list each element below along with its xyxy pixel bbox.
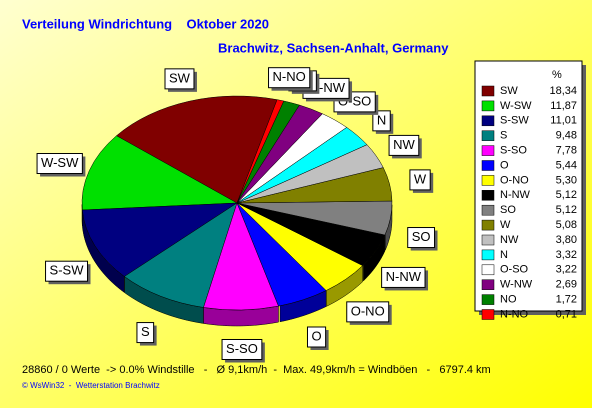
- slice-label: S-SW: [50, 263, 85, 278]
- legend-swatch: [481, 294, 495, 305]
- legend-label: SW: [500, 85, 518, 97]
- slice-label-box: [388, 134, 420, 156]
- legend-value: 9,48: [556, 130, 577, 142]
- slice-label: S: [141, 324, 150, 339]
- legend-swatch: [481, 100, 495, 112]
- slice-label-box: [164, 68, 195, 90]
- legend-label: N: [500, 249, 508, 261]
- legend-label: SO: [500, 204, 516, 216]
- legend-value: 7,78: [556, 145, 577, 157]
- legend-swatch: [481, 264, 495, 276]
- chart-title: Verteilung Windrichtung Oktober 2020: [22, 16, 269, 31]
- legend-swatch: [481, 234, 495, 246]
- slice-label-box: [136, 322, 155, 344]
- slice-label-group: O-NO: [346, 301, 392, 325]
- legend-swatch: [481, 175, 495, 186]
- slice-label-box: [268, 67, 311, 89]
- legend-value: 3,22: [556, 264, 577, 276]
- legend-label: S-SW: [500, 115, 529, 127]
- slice-label: NW: [393, 137, 415, 152]
- slice-label-group: NW: [388, 134, 422, 159]
- legend-value: 0,71: [556, 308, 577, 320]
- slice-label-box: [346, 301, 390, 323]
- slice-label-group: S-SO: [221, 338, 265, 363]
- legend-header: %: [552, 69, 562, 81]
- legend-label: O-SO: [500, 264, 529, 276]
- slice-label: N: [377, 112, 386, 127]
- slice-label-box: [407, 227, 436, 249]
- slice-label-group: S: [136, 322, 157, 346]
- legend-swatch: [481, 219, 495, 231]
- legend-value: 11,87: [550, 100, 577, 112]
- legend-label: W: [500, 219, 511, 231]
- slice-label-box: [306, 326, 327, 348]
- legend-value: 5,12: [556, 204, 577, 216]
- slice-label: W: [414, 171, 427, 186]
- slice-label: SW: [169, 70, 191, 85]
- slice-label-box: [372, 110, 391, 132]
- slice: [236, 99, 285, 204]
- slice-label-group: SW: [164, 68, 197, 92]
- slice-label-group: S-SW: [45, 260, 91, 285]
- slice-label-group: SO: [407, 227, 438, 251]
- legend-value: 18,34: [549, 85, 577, 97]
- slice-label: W-SW: [41, 155, 79, 170]
- legend-swatch: [481, 85, 495, 97]
- legend-label: W-NW: [500, 279, 533, 291]
- slice-label: O: [311, 328, 321, 343]
- slice-label: N-NO: [273, 69, 306, 84]
- slice-label-group: N-NW: [381, 266, 429, 291]
- slice-label-box: [45, 260, 88, 282]
- legend-swatch: [481, 160, 495, 171]
- slice-label: O-NO: [351, 303, 385, 318]
- legend-swatch: [481, 204, 495, 216]
- slice-label-group: N-NO: [268, 67, 313, 91]
- legend-value: 3,80: [556, 234, 577, 246]
- slice-label-box: [409, 169, 431, 191]
- slice: [123, 202, 238, 308]
- slice: [116, 95, 278, 204]
- legend-label: N-NO: [500, 308, 529, 320]
- legend-swatch: [481, 130, 495, 141]
- chart-subtitle: Brachwitz, Sachsen-Anhalt, Germany: [218, 40, 449, 55]
- legend-swatch: [481, 279, 495, 290]
- legend-label: S: [500, 130, 507, 142]
- legend-label: N-NW: [500, 189, 531, 201]
- slice-label-group: N: [372, 110, 394, 134]
- slice-label-group: W: [409, 169, 434, 193]
- legend-swatch: [481, 115, 495, 127]
- legend-label: NW: [500, 234, 519, 246]
- legend-swatch: [481, 249, 495, 261]
- legend-swatch: [481, 190, 495, 201]
- slice-label-box: [381, 266, 426, 288]
- legend-value: 5,30: [556, 174, 577, 186]
- legend-label: S-SO: [500, 145, 527, 157]
- slice-label-box: [36, 153, 83, 175]
- legend-label: O: [500, 159, 509, 171]
- legend-value: 1,72: [556, 294, 577, 306]
- slice-label-group: O: [306, 326, 329, 350]
- legend-value: 5,08: [556, 219, 577, 231]
- slice: [81, 135, 238, 211]
- slice-label: S-SO: [226, 341, 258, 356]
- slice: [82, 202, 238, 277]
- legend-label: O-NO: [500, 174, 529, 186]
- credit: © WsWin32 - Wetterstation Brachwitz: [22, 381, 160, 390]
- legend-value: 3,32: [556, 249, 577, 261]
- slice-label-group: W-SW: [36, 153, 86, 177]
- legend-value: 5,44: [556, 159, 577, 171]
- slice-label: N-NW: [386, 269, 422, 284]
- legend-value: 5,12: [556, 189, 577, 201]
- footer: 28860 / 0 Werte -> 0.0% Windstille - Ø 9…: [22, 364, 491, 376]
- legend-swatch: [481, 309, 495, 320]
- legend-value: 11,01: [550, 115, 577, 127]
- legend-label: NO: [500, 294, 517, 306]
- slice-label-box: [221, 338, 263, 360]
- slice-label: SO: [412, 229, 431, 244]
- legend-label: W-SW: [500, 100, 532, 112]
- legend-swatch: [481, 145, 495, 156]
- legend-value: 2,69: [556, 279, 577, 291]
